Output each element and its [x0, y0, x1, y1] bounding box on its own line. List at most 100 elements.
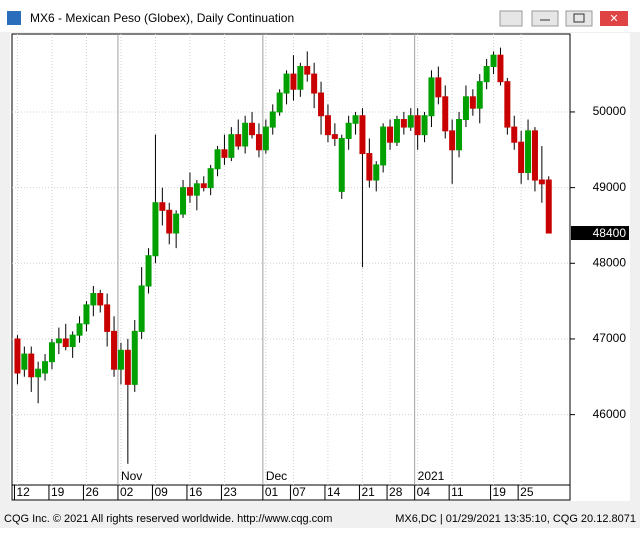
candle-body — [304, 66, 311, 75]
candle-body — [400, 119, 407, 128]
minimize-button[interactable] — [531, 10, 559, 27]
candle-body — [538, 179, 545, 185]
candle-body — [90, 293, 97, 306]
x-tick-label: 25 — [520, 485, 534, 499]
x-tick-label: 04 — [417, 485, 431, 499]
candle-body — [152, 202, 159, 257]
x-tick-label: 11 — [451, 485, 464, 499]
candle-body — [42, 361, 49, 374]
candle-body — [414, 115, 421, 136]
x-tick-label: 28 — [389, 485, 403, 499]
candle-body — [124, 349, 131, 385]
candle-body — [511, 126, 518, 143]
candle-body — [69, 334, 76, 348]
candle-body — [186, 187, 193, 196]
app-icon — [7, 11, 21, 25]
period-label: Nov — [121, 469, 142, 483]
x-tick-label: 07 — [292, 485, 306, 499]
candle-body — [380, 126, 387, 166]
candle-body — [525, 130, 532, 173]
candle-body — [28, 353, 35, 378]
candle-body — [469, 96, 476, 109]
candle-body — [531, 130, 538, 181]
x-tick-label: 01 — [265, 485, 279, 499]
candle-body — [476, 81, 483, 109]
candle-body — [490, 54, 497, 68]
footer-right: MX6,DC | 01/29/2021 13:35:10, CQG 20.12.… — [395, 513, 636, 525]
candle-body — [359, 115, 366, 155]
candle-body — [366, 153, 373, 181]
last-price-box — [571, 226, 629, 241]
candle-body — [331, 134, 338, 139]
candle-body — [242, 122, 249, 147]
close-button[interactable] — [600, 11, 628, 26]
candle-body — [228, 134, 235, 158]
candle-body — [83, 304, 90, 325]
x-tick-label: 23 — [223, 485, 237, 499]
candle-body — [62, 338, 69, 348]
candle-body — [504, 81, 511, 128]
candle-body — [262, 126, 269, 151]
candle-body — [393, 119, 400, 143]
candle-body — [111, 330, 118, 370]
x-tick-label: 16 — [189, 485, 203, 499]
y-tick-label: 49000 — [593, 180, 627, 194]
x-tick-label: 19 — [493, 485, 507, 499]
candle-body — [14, 338, 21, 374]
close-icon: ✕ — [609, 13, 618, 25]
candle-body — [387, 126, 394, 143]
x-tick-label: 19 — [51, 485, 65, 499]
candle-body — [290, 73, 297, 90]
candle-body — [338, 137, 345, 192]
candle-body — [449, 130, 456, 151]
candle-body — [214, 149, 221, 170]
link-button[interactable] — [499, 10, 523, 27]
candle-body — [104, 304, 111, 332]
x-tick-label: 14 — [327, 485, 341, 499]
candle-body — [462, 96, 469, 121]
candle-body — [221, 149, 228, 158]
candle-body — [421, 115, 428, 136]
candle-body — [297, 66, 304, 90]
candle-body — [283, 73, 290, 94]
y-tick-label: 48000 — [593, 255, 627, 269]
candle-body — [311, 73, 318, 94]
x-tick-label: 12 — [16, 485, 30, 499]
candle-body — [145, 255, 152, 287]
candle-body — [131, 330, 138, 385]
candle-body — [55, 338, 62, 344]
candle-body — [483, 66, 490, 83]
candle-body — [407, 115, 414, 128]
candle-body — [35, 368, 42, 378]
candle-body — [159, 202, 166, 211]
period-label: Dec — [266, 469, 287, 483]
candle-body — [518, 141, 525, 173]
candle-body — [117, 349, 124, 370]
candle-body — [352, 115, 359, 124]
candle-body — [207, 168, 214, 189]
candle-body — [138, 285, 145, 332]
candle-body — [373, 164, 380, 181]
plot-frame — [11, 33, 571, 486]
candle-body — [545, 179, 552, 234]
candle-body — [497, 54, 504, 83]
x-tick-label: 26 — [85, 485, 99, 499]
candle-body — [269, 111, 276, 128]
y-tick-label: 50000 — [593, 104, 627, 118]
period-label: 2021 — [418, 469, 445, 483]
y-tick-label: 47000 — [593, 331, 627, 345]
candle-body — [324, 115, 331, 136]
last-price-label: 48400 — [593, 226, 627, 240]
maximize-icon — [573, 13, 585, 23]
x-tick-label: 21 — [361, 485, 375, 499]
window-title: MX6 - Mexican Peso (Globex), Daily Conti… — [30, 11, 294, 25]
y-tick-label: 46000 — [593, 407, 627, 421]
candle-body — [76, 323, 83, 336]
candle-body — [97, 293, 104, 306]
candle-body — [193, 183, 200, 196]
footer-left: CQG Inc. © 2021 All rights reserved worl… — [4, 513, 332, 525]
x-tick-label: 02 — [120, 485, 134, 499]
maximize-button[interactable] — [565, 10, 593, 27]
